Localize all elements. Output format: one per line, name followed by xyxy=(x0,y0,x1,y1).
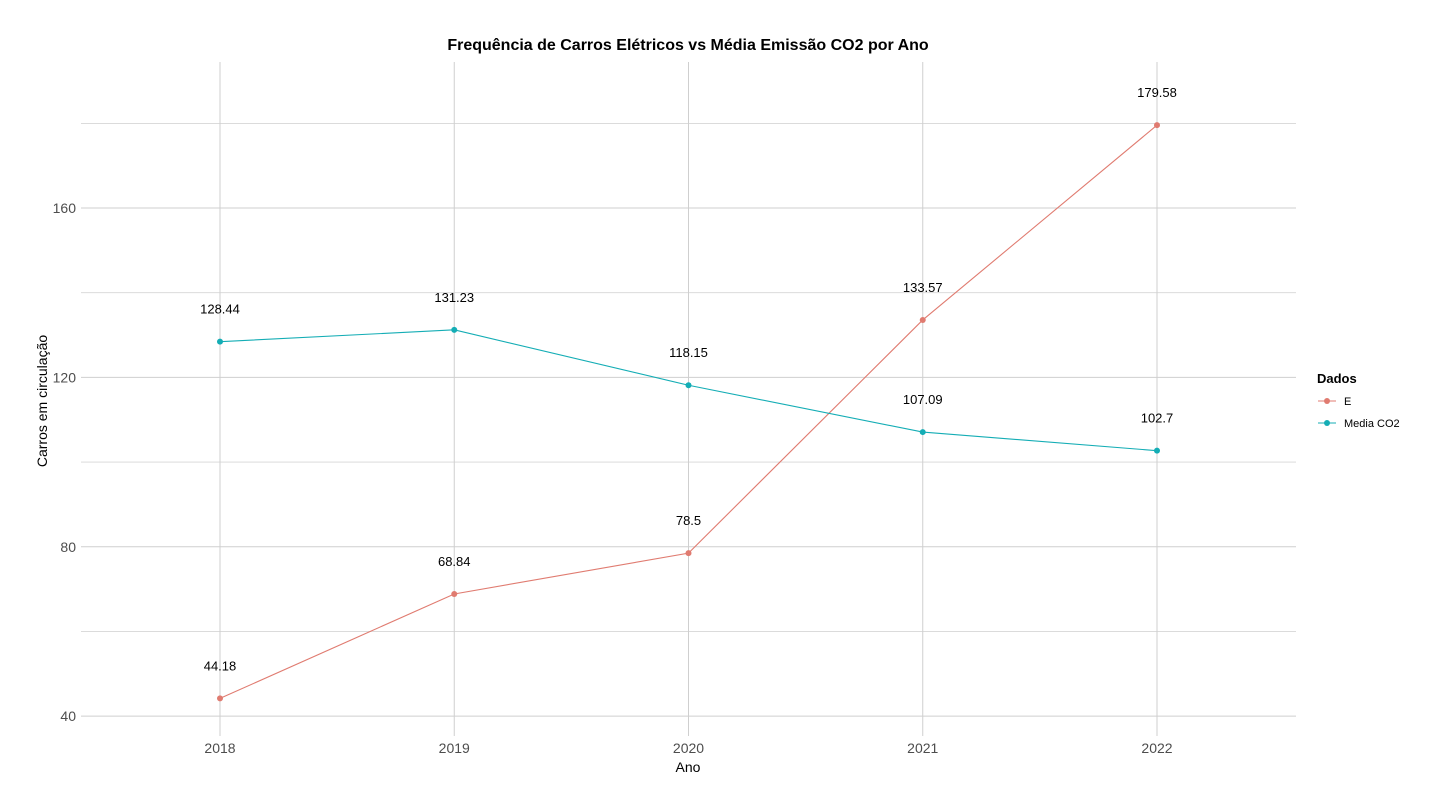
legend-title: Dados xyxy=(1317,371,1357,386)
series-1-point xyxy=(451,326,458,333)
x-tick-label: 2018 xyxy=(204,740,235,756)
series-1-point xyxy=(217,338,223,345)
grid xyxy=(81,62,1296,736)
data-label: 107.09 xyxy=(903,392,943,407)
series-1-point xyxy=(1154,447,1160,454)
x-tick-label: 2020 xyxy=(673,740,704,756)
data-label: 131.23 xyxy=(434,290,474,305)
y-axis-title: Carros em circulação xyxy=(34,335,50,467)
series-0-point xyxy=(919,316,926,323)
legend-key-point xyxy=(1324,398,1330,404)
series-layer xyxy=(217,122,1160,702)
data-label: 102.7 xyxy=(1141,411,1174,426)
legend: Dados E Media CO2 xyxy=(1317,371,1400,430)
x-tick-label: 2019 xyxy=(439,740,470,756)
series-1-point xyxy=(919,429,926,436)
legend-key-point xyxy=(1324,420,1330,426)
chart-title: Frequência de Carros Elétricos vs Média … xyxy=(447,37,929,54)
x-tick-label: 2022 xyxy=(1141,740,1172,756)
legend-label: Media CO2 xyxy=(1344,418,1400,430)
y-tick-label: 80 xyxy=(60,539,76,555)
series-0-point xyxy=(217,695,223,702)
data-label: 68.84 xyxy=(438,554,471,569)
series-1-point xyxy=(685,382,692,389)
data-label: 44.18 xyxy=(204,658,237,673)
x-axis-ticks: 2018 2019 2020 2021 2022 xyxy=(204,740,1172,756)
series-0-point xyxy=(685,550,692,557)
y-tick-label: 120 xyxy=(53,369,77,385)
series-0-point xyxy=(451,591,458,598)
legend-label: E xyxy=(1344,396,1351,408)
data-label: 78.5 xyxy=(676,513,701,528)
y-tick-label: 160 xyxy=(53,200,77,216)
data-label: 118.15 xyxy=(669,345,708,360)
y-tick-label: 40 xyxy=(60,708,76,724)
data-label: 179.58 xyxy=(1137,85,1177,100)
x-tick-label: 2021 xyxy=(907,740,938,756)
x-axis-title: Ano xyxy=(676,759,701,775)
data-labels-layer: 44.18 68.84 78.5 133.57 179.58 128.44 131.23 11… xyxy=(200,85,1177,673)
y-axis-ticks: 40 80 120 160 xyxy=(53,200,77,724)
data-label: 133.57 xyxy=(903,280,943,295)
series-0-point xyxy=(1154,122,1160,129)
data-label: 128.44 xyxy=(200,302,240,317)
